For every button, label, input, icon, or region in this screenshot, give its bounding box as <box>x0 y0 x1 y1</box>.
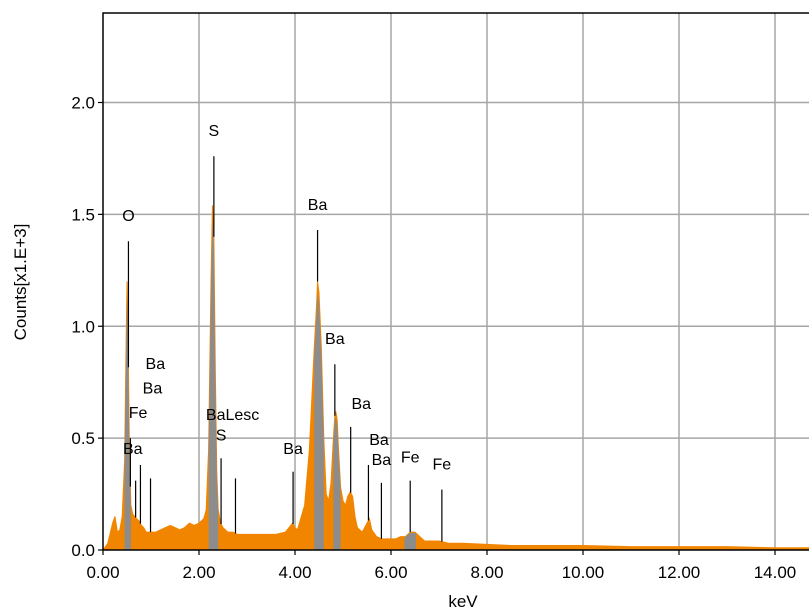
y-tick-label: 0.5 <box>71 429 95 448</box>
peak-label: Ba <box>143 380 163 397</box>
x-tick-label: 4.00 <box>278 563 311 582</box>
peak-label: Fe <box>129 405 148 422</box>
peak-label: Ba <box>372 452 392 469</box>
x-tick-label: 14.00 <box>754 563 797 582</box>
peak-label: Ba <box>283 441 303 458</box>
plot-frame <box>102 12 809 551</box>
peak-label: O <box>122 208 134 225</box>
y-tick-label: 1.5 <box>71 205 95 224</box>
peak-band <box>124 296 131 550</box>
peak-band <box>404 532 416 550</box>
peak-label: Ba <box>123 441 143 458</box>
peak-band <box>333 417 341 550</box>
peak-label: Fe <box>401 450 420 467</box>
peak-label: S <box>209 123 220 140</box>
x-tick-label: 12.00 <box>658 563 701 582</box>
y-axis-title: Counts[x1.E+3] <box>11 224 30 341</box>
peak-label: Ba <box>351 396 371 413</box>
grid-lines <box>103 13 809 550</box>
peak-label: Fe <box>433 456 452 473</box>
x-tick-label: 6.00 <box>374 563 407 582</box>
peak-label: S <box>216 427 227 444</box>
x-tick-label: 2.00 <box>182 563 215 582</box>
x-axis-title: keV <box>448 592 478 611</box>
peak-markers: O S Ba Ba Ba Ba Ba Fe Fe Ba S BaLesc Ba Fe Ba Ba <box>122 123 451 542</box>
x-tick-label: 10.00 <box>562 563 605 582</box>
x-tick-label: 0.00 <box>86 563 119 582</box>
peak-band <box>314 292 324 550</box>
peak-bands <box>124 219 416 550</box>
axis-ticks: 0.00 2.00 4.00 6.00 8.00 10.00 12.00 14.00 0.0 0.… <box>71 94 796 583</box>
peak-label: Ba <box>325 331 345 348</box>
peak-label: Ba <box>369 432 389 449</box>
peak-label: BaLesc <box>206 407 259 424</box>
peak-label: Ba <box>308 197 328 214</box>
peak-label: Ba <box>146 356 166 373</box>
x-tick-label: 8.00 <box>470 563 503 582</box>
y-tick-label: 2.0 <box>71 94 95 113</box>
y-tick-label: 1.0 <box>71 317 95 336</box>
peak-band <box>208 219 219 550</box>
y-tick-label: 0.0 <box>71 541 95 560</box>
